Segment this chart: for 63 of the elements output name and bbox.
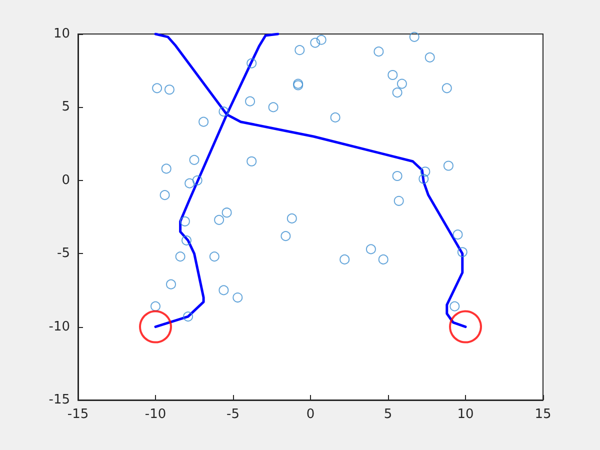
point [232,292,243,303]
point [443,160,454,171]
point [160,190,170,200]
x-tick-label: 10 [457,407,474,422]
point [286,213,297,224]
point [246,58,257,68]
point [294,45,305,56]
point [246,156,257,166]
point [392,171,402,182]
y-tick-label: -10 [48,319,70,334]
point [280,231,291,242]
point [198,116,209,127]
line-series [154,32,467,328]
x-tick-label: 5 [384,407,392,422]
point [189,154,200,165]
point [245,96,256,106]
point [161,164,172,174]
point [420,166,430,177]
point [457,247,468,258]
y-tick-label: -15 [48,392,70,408]
x-tick-label: -5 [226,407,240,422]
point [214,214,224,225]
point [392,88,402,98]
point [175,252,186,262]
point [183,312,194,322]
x-tick-label: 15 [534,407,552,422]
point [218,285,229,296]
point [388,70,398,80]
point [424,52,435,62]
point [310,38,320,48]
y-tick-label: 10 [53,26,70,42]
point [449,310,482,344]
point [268,102,278,112]
point [182,235,192,246]
point [180,216,190,226]
point [396,78,407,89]
point [409,32,420,42]
point [316,34,326,45]
point [152,83,162,94]
point [139,310,172,344]
y-tick-label: -5 [57,246,70,262]
point [218,106,229,117]
point [164,84,174,95]
x-tick-label: -10 [144,407,166,422]
point [442,83,452,94]
point [452,230,463,240]
point [222,208,232,218]
y-tick-label: 5 [62,100,70,115]
point [166,279,176,290]
point [340,254,350,264]
point [192,175,202,186]
point [378,254,388,264]
point [184,178,195,188]
point [209,252,220,262]
point [450,301,460,312]
point [394,196,404,206]
point [330,112,340,122]
point [366,244,376,254]
y-tick-label: 0 [62,172,70,188]
point [150,301,160,312]
point [374,46,384,57]
x-tick-label: 0 [306,407,315,422]
point [418,174,429,184]
